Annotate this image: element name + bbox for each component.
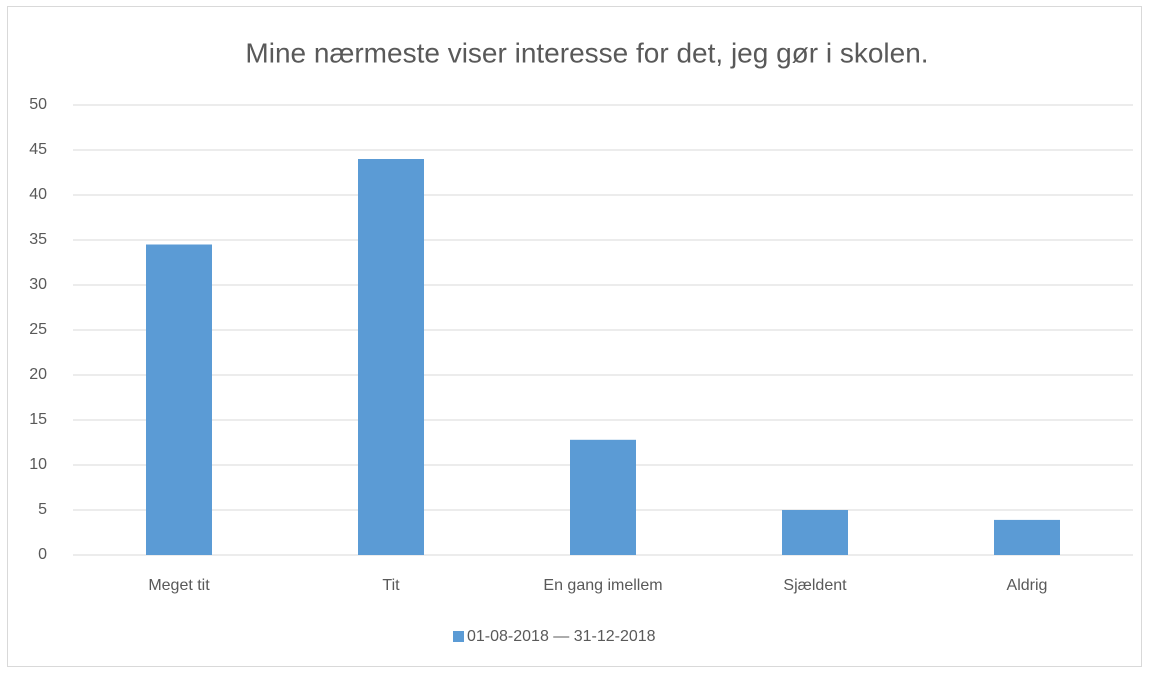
- y-tick-label: 45: [29, 141, 47, 158]
- x-tick-label: Tit: [382, 577, 400, 594]
- y-tick-label: 0: [38, 546, 47, 563]
- bar: [782, 510, 848, 555]
- legend-swatch: [453, 631, 464, 642]
- y-tick-label: 35: [29, 231, 47, 248]
- y-tick-label: 50: [29, 96, 47, 113]
- y-tick-label: 5: [38, 501, 47, 518]
- bar: [358, 159, 424, 555]
- y-tick-label: 15: [29, 411, 47, 428]
- y-tick-label: 30: [29, 276, 47, 293]
- x-tick-label: Sjældent: [783, 577, 847, 594]
- y-tick-label: 10: [29, 456, 47, 473]
- legend-label: 01-08-2018 — 31-12-2018: [467, 628, 656, 645]
- bar: [570, 439, 636, 555]
- y-tick-label: 25: [29, 321, 47, 338]
- bar: [146, 244, 212, 555]
- bar: [994, 519, 1060, 555]
- y-tick-label: 20: [29, 366, 47, 383]
- x-tick-label: Aldrig: [1007, 577, 1048, 594]
- chart-title: Mine nærmeste viser interesse for det, j…: [245, 37, 928, 68]
- x-tick-label: Meget tit: [148, 577, 210, 594]
- y-tick-label: 40: [29, 186, 47, 203]
- x-tick-label: En gang imellem: [543, 577, 662, 594]
